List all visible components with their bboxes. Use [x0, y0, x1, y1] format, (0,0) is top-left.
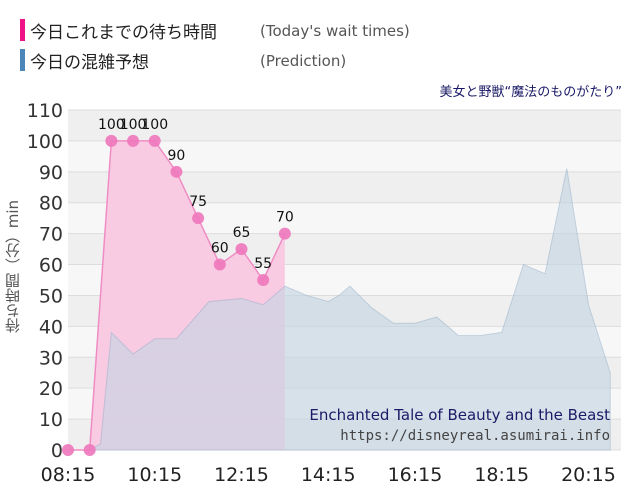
y-tick-label: 20 — [39, 378, 63, 400]
legend-today-label: 今日これまでの待ち時間 — [30, 22, 217, 43]
data-label: 70 — [276, 210, 294, 226]
y-axis-label: 待ち時間（分）min — [4, 200, 22, 334]
legend-today-en: (Today's wait times) — [260, 22, 410, 40]
attraction-name-en: Enchanted Tale of Beauty and the Beast — [309, 406, 610, 424]
data-label: 55 — [254, 256, 272, 272]
y-tick-label: 0 — [51, 440, 63, 462]
attraction-name-ja: 美女と野獣“魔法のものがたり” — [439, 85, 622, 100]
x-tick-label: 16:15 — [388, 464, 443, 486]
y-tick-label: 110 — [27, 100, 63, 122]
legend-prediction-swatch — [20, 49, 25, 71]
data-label: 75 — [189, 194, 207, 210]
today-point — [192, 212, 205, 225]
prediction-area — [87, 168, 611, 451]
today-point — [105, 134, 118, 147]
today-point — [257, 274, 270, 286]
today-point — [170, 165, 183, 178]
x-tick-label: 18:15 — [474, 464, 529, 486]
y-tick-label: 50 — [39, 285, 63, 307]
y-tick-label: 60 — [39, 255, 63, 277]
x-tick-label: 10:15 — [127, 464, 182, 486]
legend-today: 今日これまでの待ち時間 — [20, 19, 217, 43]
legend-prediction-label: 今日の混雑予想 — [30, 52, 149, 73]
legend-prediction-en: (Prediction) — [260, 52, 347, 70]
y-tick-label: 90 — [39, 162, 63, 184]
today-point — [127, 134, 140, 147]
legend-prediction: 今日の混雑予想 — [20, 49, 149, 73]
today-point — [148, 134, 161, 147]
y-tick-label: 40 — [39, 316, 63, 338]
today-point — [62, 444, 74, 456]
legend-today-swatch — [20, 19, 25, 41]
data-label: 65 — [233, 225, 251, 241]
y-tick-label: 70 — [39, 224, 63, 246]
today-point — [278, 227, 291, 240]
today-point — [213, 258, 226, 271]
data-label: 100 — [98, 117, 125, 133]
x-tick-label: 14:15 — [301, 464, 356, 486]
today-point — [83, 444, 96, 456]
data-label: 60 — [211, 241, 229, 257]
data-label: 90 — [168, 148, 186, 164]
y-tick-label: 100 — [27, 131, 63, 153]
site-url: https://disneyreal.asumirai.info — [340, 428, 610, 444]
y-tick-label: 30 — [39, 347, 63, 369]
data-label: 100 — [141, 117, 168, 133]
today-point — [235, 243, 248, 256]
y-tick-label: 80 — [39, 193, 63, 215]
data-label: 100 — [120, 117, 147, 133]
x-tick-label: 08:15 — [41, 464, 96, 486]
x-tick-label: 12:15 — [214, 464, 269, 486]
grid-band — [68, 110, 621, 141]
x-tick-label: 20:15 — [561, 464, 616, 486]
y-tick-label: 10 — [39, 409, 63, 431]
